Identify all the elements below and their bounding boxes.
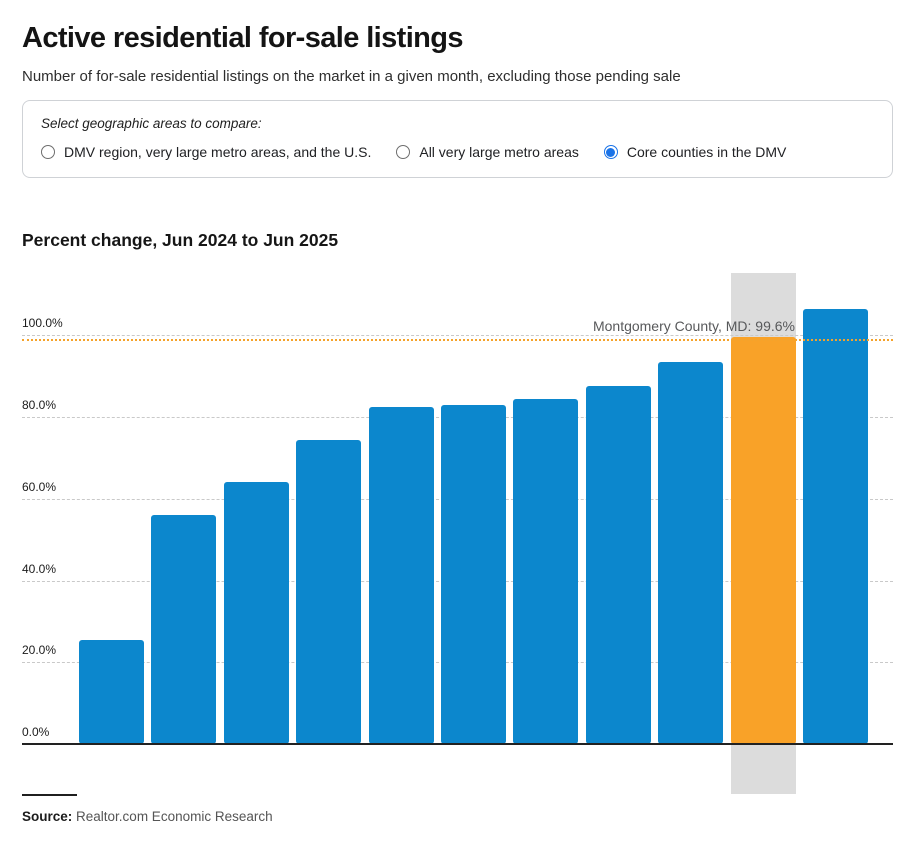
radio-icon: [396, 145, 411, 159]
bar[interactable]: [586, 386, 651, 744]
geo-options: DMV region, very large metro areas, and …: [41, 144, 874, 160]
bar[interactable]: [369, 407, 434, 744]
geo-selector-label: Select geographic areas to compare:: [41, 116, 262, 131]
bar[interactable]: [441, 405, 506, 744]
geo-selector: Select geographic areas to compare: DMV …: [22, 100, 893, 178]
y-tick-label: 0.0%: [22, 725, 50, 739]
bar[interactable]: [658, 362, 723, 744]
radio-icon: [41, 145, 55, 159]
y-tick-label: 80.0%: [22, 398, 57, 412]
bar-chart: 0.0% 20.0% 40.0% 60.0% 80.0% 100.0% Montgomery…: [22, 273, 893, 794]
chart-title: Percent change, Jun 2024 to Jun 2025: [22, 230, 339, 250]
reference-line: [22, 339, 893, 341]
y-tick-label: 20.0%: [22, 643, 57, 657]
radio-selected-icon: [603, 145, 618, 159]
bar-highlighted[interactable]: [731, 337, 796, 744]
source-line: Source: Realtor.com Economic Research: [22, 809, 893, 824]
bar[interactable]: [803, 309, 868, 744]
page: Active residential for-sale listings Num…: [22, 22, 893, 824]
geo-option-1[interactable]: DMV region, very large metro areas, and …: [41, 144, 371, 160]
y-tick-label: 40.0%: [22, 562, 57, 576]
y-tick-label: 60.0%: [22, 480, 57, 494]
source-label: Source:: [22, 809, 73, 824]
bar[interactable]: [224, 482, 289, 744]
geo-option-2[interactable]: All very large metro areas: [396, 144, 579, 160]
geo-option-label: All very large metro areas: [419, 144, 579, 160]
geo-option-label: DMV region, very large metro areas, and …: [64, 144, 372, 160]
bar[interactable]: [296, 440, 361, 744]
x-axis-line: [22, 743, 893, 745]
source-divider: [22, 794, 77, 796]
geo-option-3[interactable]: Core counties in the DMV: [603, 144, 787, 160]
page-title: Active residential for-sale listings: [22, 22, 464, 54]
bar[interactable]: [79, 640, 144, 744]
annotation-label: Montgomery County, MD: 99.6%: [592, 318, 795, 334]
y-tick-label: 100.0%: [22, 316, 63, 330]
bar[interactable]: [151, 515, 216, 744]
bar[interactable]: [513, 399, 578, 744]
source-text: Realtor.com Economic Research: [76, 809, 273, 824]
gridline-100: [22, 335, 893, 336]
geo-option-label: Core counties in the DMV: [626, 144, 787, 160]
page-subtitle: Number of for-sale residential listings …: [22, 68, 681, 85]
